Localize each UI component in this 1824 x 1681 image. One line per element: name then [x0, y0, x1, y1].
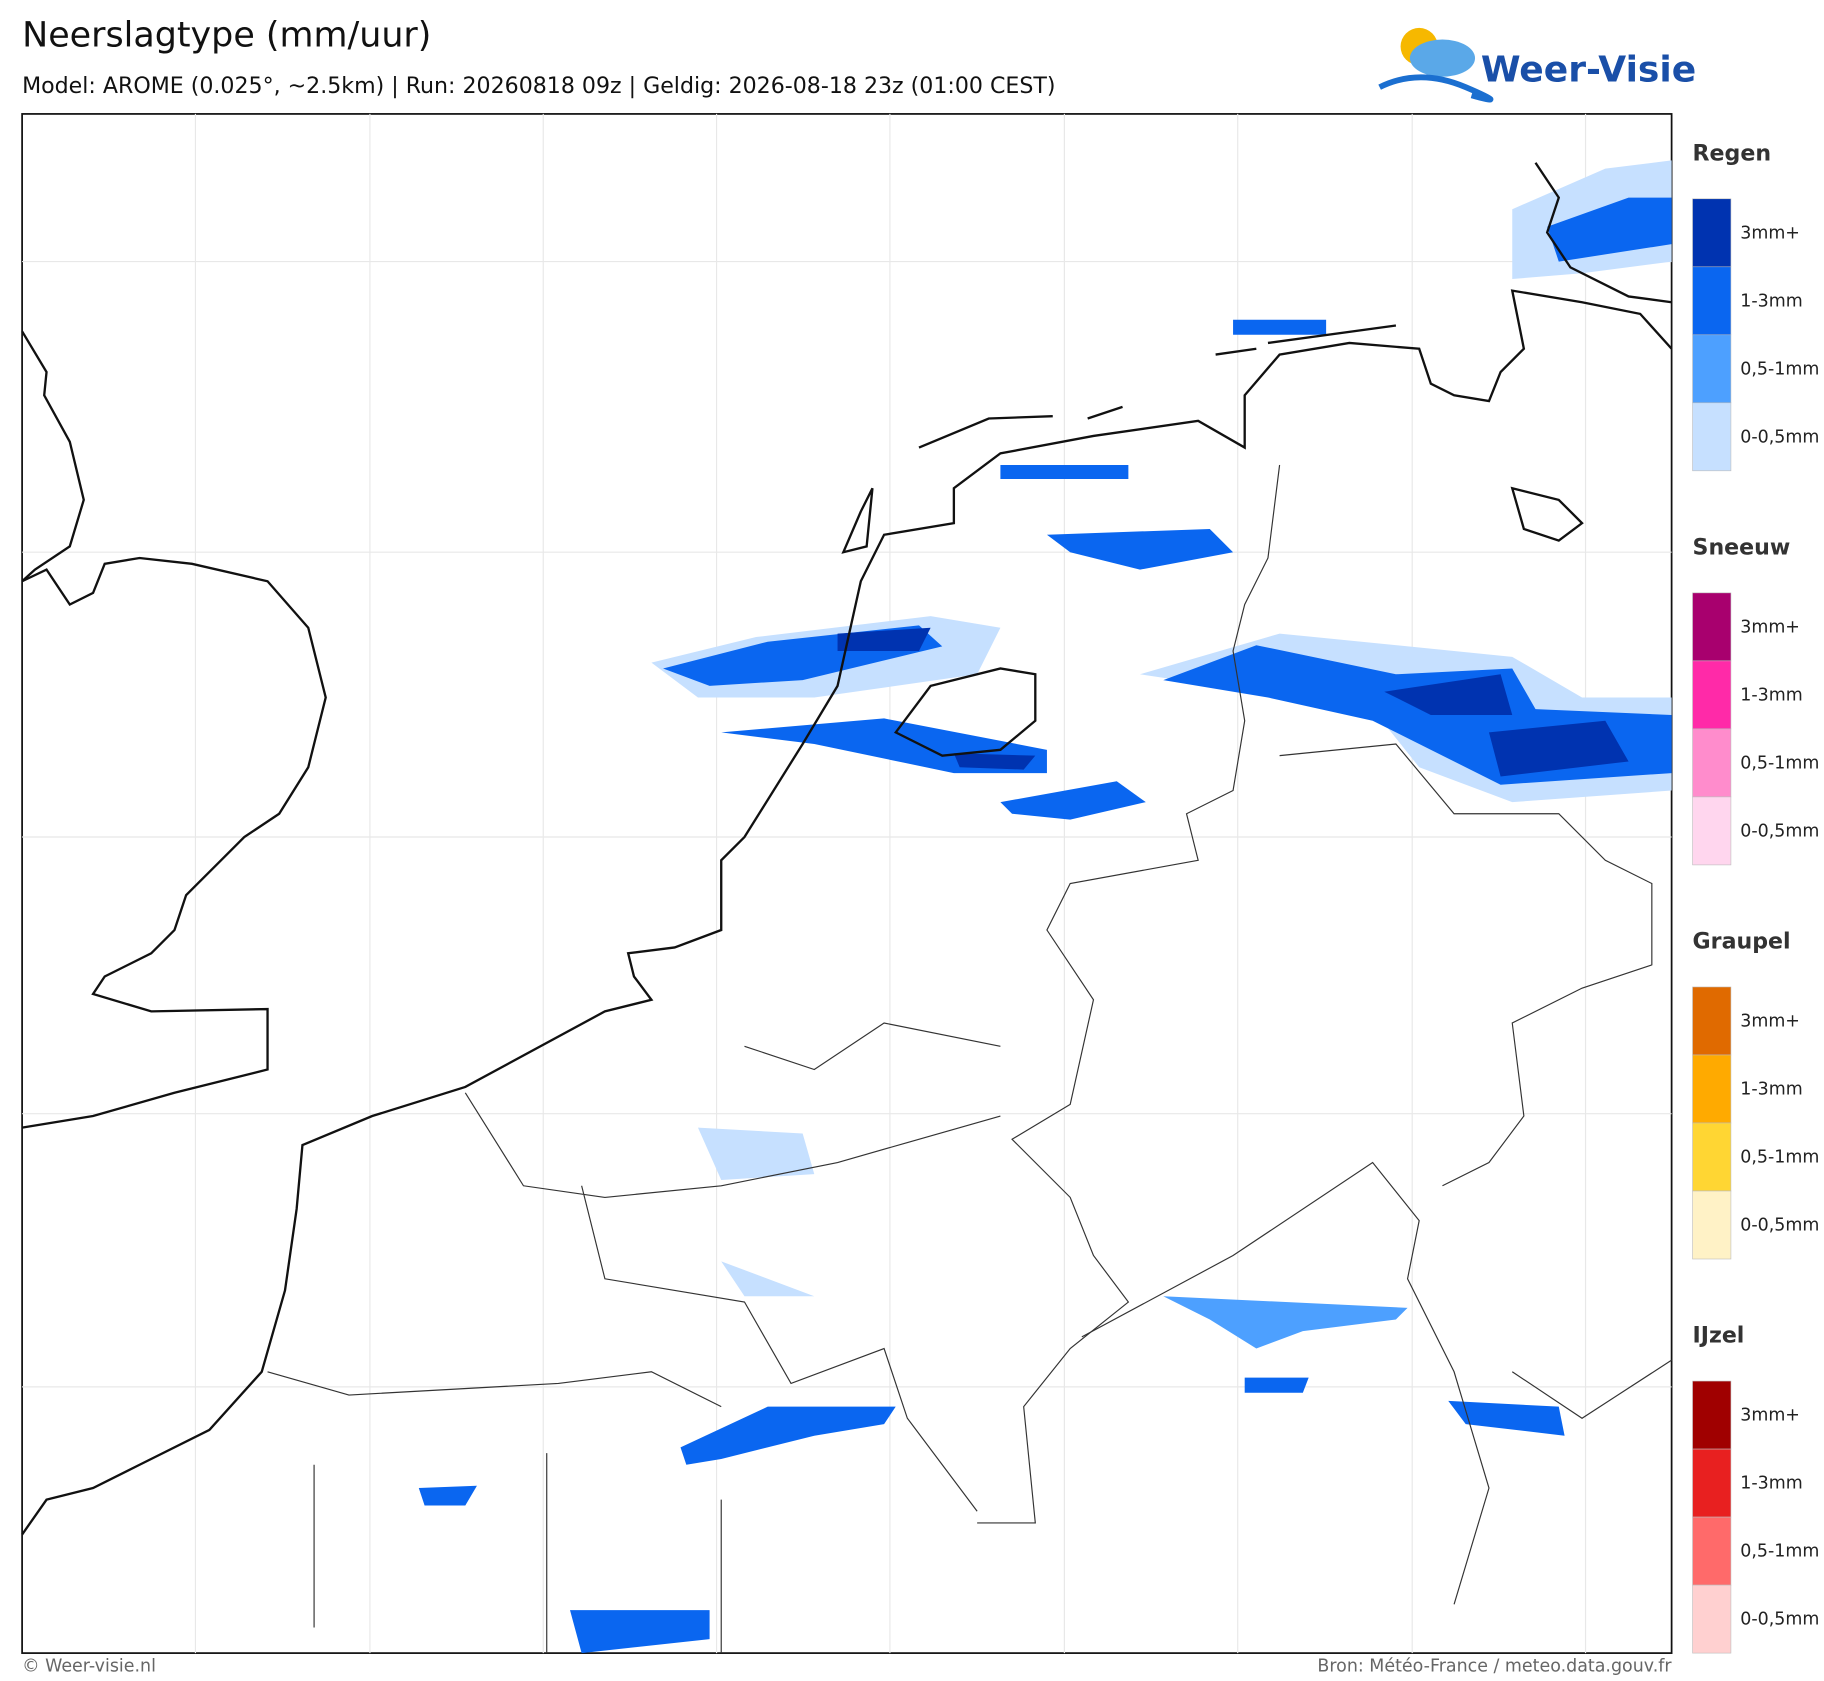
- legend-swatch: [1692, 334, 1732, 404]
- legend-title: Graupel: [1693, 929, 1791, 955]
- logo: Weer-Visie: [1378, 27, 1696, 103]
- legend-title: Sneeuw: [1693, 535, 1791, 561]
- legend-swatch: [1692, 266, 1732, 336]
- legend-label: 1-3mm: [1740, 291, 1802, 311]
- legend-label: 1-3mm: [1740, 685, 1802, 705]
- legend-swatch: [1692, 1054, 1732, 1124]
- legend-swatch: [1692, 402, 1732, 472]
- legend-swatch: [1692, 986, 1732, 1056]
- legend-label: 3mm+: [1740, 617, 1800, 637]
- legend-swatch: [1692, 728, 1732, 798]
- legend-label: 0,5-1mm: [1740, 1148, 1819, 1168]
- legend-swatch: [1692, 1516, 1732, 1586]
- legend-label: 0,5-1mm: [1740, 359, 1819, 379]
- legend-swatch: [1692, 198, 1732, 268]
- legend-swatch: [1692, 1122, 1732, 1192]
- legend-swatch: [1692, 660, 1732, 730]
- legend-label: 0,5-1mm: [1740, 753, 1819, 773]
- legend-label: 0-0,5mm: [1740, 427, 1819, 447]
- legend-label: 0-0,5mm: [1740, 1216, 1819, 1236]
- legend-swatch: [1692, 592, 1732, 662]
- map: [21, 113, 1673, 1654]
- legend: Regen 3mm+ 1-3mm 0,5-1mm 0-0,5mm Sneeuw 3mm+ 1-…: [1692, 140, 1819, 1654]
- logo-text: Weer-Visie: [1481, 49, 1696, 90]
- subtitle: Model: AROME (0.025°, ~2.5km) | Run: 202…: [22, 73, 1055, 99]
- legend-label: 0-0,5mm: [1740, 1610, 1819, 1630]
- legend-swatch: [1692, 796, 1732, 866]
- legend-title: Regen: [1693, 140, 1772, 166]
- legend-label: 0,5-1mm: [1740, 1542, 1819, 1562]
- legend-label: 3mm+: [1740, 1406, 1800, 1426]
- legend-swatch: [1692, 1380, 1732, 1450]
- borders: [267, 464, 1672, 1654]
- precipitation: [418, 160, 1672, 1654]
- coastlines: [21, 162, 1673, 1536]
- legend-label: 1-3mm: [1740, 1080, 1802, 1100]
- legend-label: 0-0,5mm: [1740, 821, 1819, 841]
- legend-label: 3mm+: [1740, 1012, 1800, 1032]
- legend-label: 3mm+: [1740, 223, 1800, 243]
- legend-swatch: [1692, 1448, 1732, 1518]
- footer-left: © Weer-visie.nl: [22, 1657, 156, 1677]
- legend-label: 1-3mm: [1740, 1474, 1802, 1494]
- footer-right: Bron: Météo-France / meteo.data.gouv.fr: [1317, 1657, 1672, 1677]
- legend-swatch: [1692, 1584, 1732, 1654]
- title: Neerslagtype (mm/uur): [22, 16, 431, 56]
- legend-swatch: [1692, 1190, 1732, 1260]
- legend-title: IJzel: [1693, 1323, 1745, 1349]
